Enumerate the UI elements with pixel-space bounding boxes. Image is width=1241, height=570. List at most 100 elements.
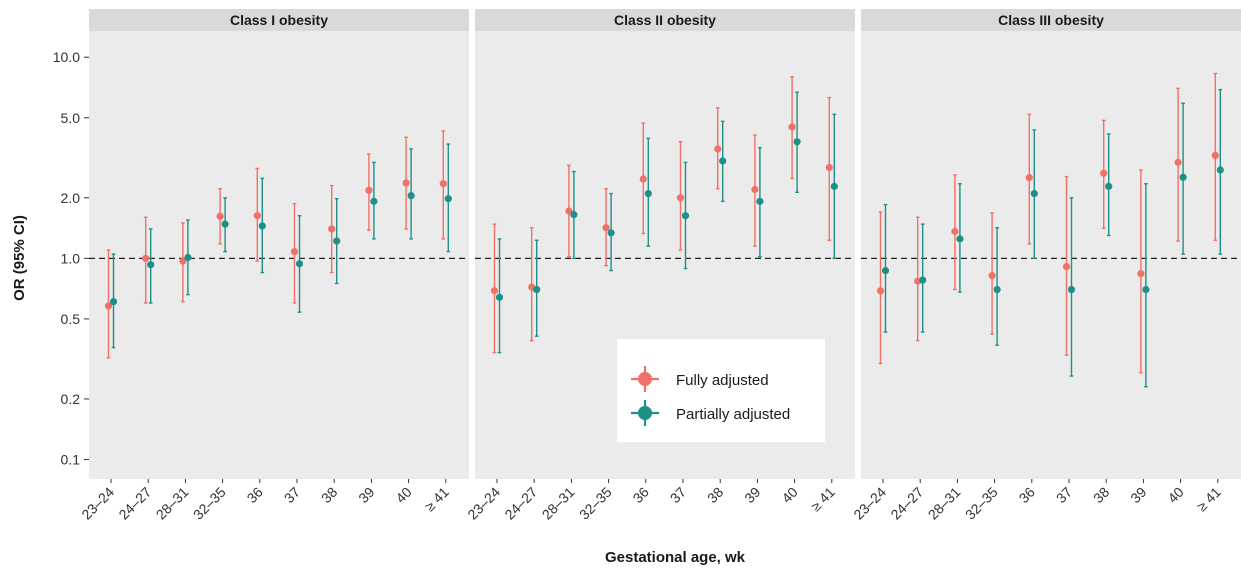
series-fully-adjusted: [876, 72, 1219, 374]
x-tick-label: ≥ 41: [421, 484, 452, 515]
facet-strip: [89, 9, 469, 31]
data-point: [825, 163, 833, 172]
data-point: [184, 253, 192, 262]
x-tick-label: 32–35: [576, 484, 615, 523]
facet-strip: [475, 9, 855, 31]
data-point: [988, 272, 996, 280]
legend: Fully adjusted Partially adjusted: [617, 339, 825, 442]
data-point: [1030, 189, 1038, 198]
data-point: [719, 157, 727, 165]
x-tick-label: 38: [704, 484, 726, 506]
data-point: [439, 180, 447, 188]
data-point: [402, 179, 410, 187]
y-tick-label: 2.0: [61, 190, 81, 206]
x-tick-label: 39: [1127, 484, 1149, 506]
x-tick-label: 28–31: [925, 484, 964, 523]
y-tick-label: 10.0: [53, 49, 80, 65]
x-tick-label: 24–27: [115, 484, 154, 523]
series-partially-adjusted: [495, 91, 838, 354]
data-point: [793, 138, 801, 146]
data-point: [258, 222, 266, 230]
data-point: [993, 285, 1001, 294]
y-tick-label: 0.1: [61, 452, 81, 468]
panel-background: [89, 31, 469, 479]
x-tick-label: 38: [318, 484, 340, 506]
y-tick-label: 0.2: [61, 391, 81, 407]
data-point: [109, 297, 118, 306]
x-tick-label: 36: [630, 484, 652, 506]
data-point: [639, 175, 647, 183]
x-tick-label: 32–35: [190, 484, 229, 523]
x-tick-label: 40: [1164, 484, 1186, 506]
data-point: [142, 254, 150, 262]
data-point: [1179, 173, 1187, 181]
x-tick-label: 36: [244, 484, 266, 506]
data-point: [681, 212, 690, 220]
x-tick-label: 23–24: [464, 484, 503, 523]
data-point: [328, 225, 336, 233]
data-point: [788, 123, 796, 131]
data-point: [1100, 169, 1108, 177]
facet-title: Class II obesity: [614, 12, 716, 28]
data-point: [951, 227, 959, 236]
data-point: [1174, 158, 1182, 166]
x-tick-label: 40: [392, 484, 414, 506]
data-point: [1137, 269, 1145, 278]
data-point: [290, 248, 299, 256]
data-point: [676, 194, 685, 202]
x-tick-label: 28–31: [153, 484, 192, 523]
data-point: [751, 185, 759, 194]
data-point: [147, 261, 155, 269]
data-point: [1142, 285, 1150, 294]
data-point: [919, 276, 927, 284]
x-tick-label: 24–27: [501, 484, 540, 523]
data-point: [333, 237, 341, 245]
facet-title: Class III obesity: [998, 12, 1104, 28]
data-point: [565, 207, 573, 215]
facet-title: Class I obesity: [230, 12, 328, 28]
data-point: [216, 212, 224, 220]
data-point: [644, 189, 652, 198]
x-tick-label: 24–27: [887, 484, 926, 523]
legend-label: Partially adjusted: [676, 406, 790, 423]
x-tick-label: 38: [1090, 484, 1112, 506]
x-axis-title: Gestational age, wk: [605, 549, 746, 566]
legend-key-point: [638, 406, 652, 420]
x-tick-label: 39: [741, 484, 763, 506]
x-tick-label: 37: [281, 484, 303, 506]
data-point: [1067, 285, 1076, 294]
x-tick-label: 37: [1053, 484, 1075, 506]
y-axis-title: OR (95% CI): [11, 215, 28, 301]
data-point: [295, 260, 304, 268]
x-tick-label: 28–31: [539, 484, 578, 523]
data-point: [104, 302, 113, 310]
data-point: [1216, 166, 1224, 174]
y-tick-label: 1.0: [61, 250, 81, 266]
data-point: [881, 266, 890, 275]
data-point: [1062, 263, 1071, 271]
data-point: [1105, 182, 1113, 190]
data-point: [407, 192, 415, 200]
data-point: [495, 293, 504, 301]
x-tick-label: 36: [1016, 484, 1038, 506]
legend-label: Fully adjusted: [676, 372, 769, 389]
facet-strip: [861, 9, 1241, 31]
y-axis: 0.1 0.2 0.5 1.0 2.0 5.0 10.0: [53, 49, 89, 468]
legend-key-point: [638, 372, 652, 386]
x-tick-label: 32–35: [962, 484, 1001, 523]
axis-titles: OR (95% CI) Gestational age, wk: [11, 215, 746, 566]
data-point: [253, 212, 261, 220]
data-point: [365, 186, 373, 194]
data-point: [570, 211, 578, 219]
data-point: [714, 145, 722, 153]
series-fully-adjusted: [104, 130, 447, 359]
series-partially-adjusted: [109, 143, 452, 349]
data-point: [1211, 151, 1219, 159]
x-tick-label: 23–24: [850, 484, 889, 523]
data-point: [490, 287, 499, 295]
data-point: [444, 195, 452, 203]
